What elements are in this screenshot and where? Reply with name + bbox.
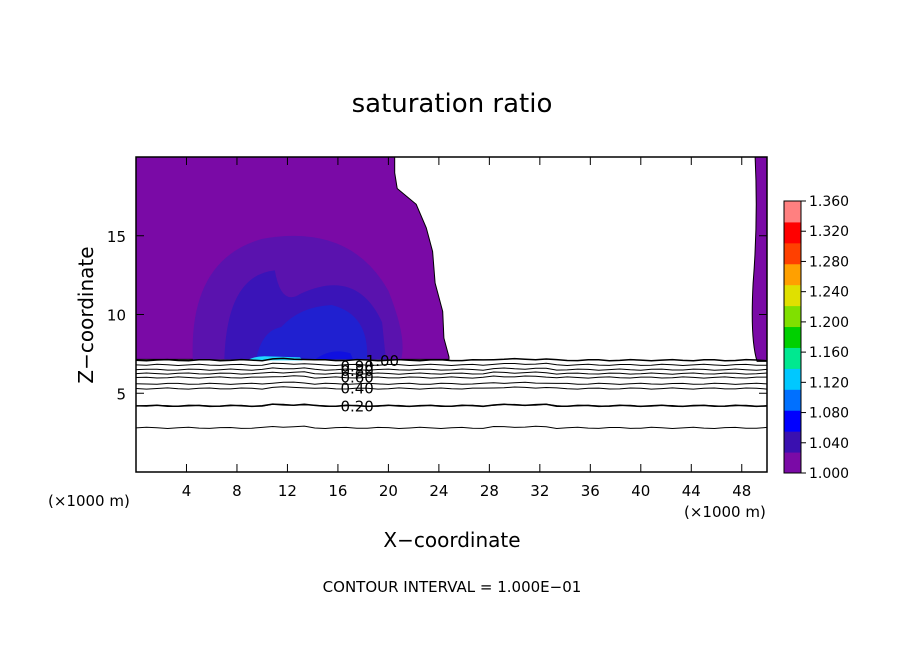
x-tick-label: 48 xyxy=(732,482,751,500)
contour-line xyxy=(135,371,768,375)
colorbar-segment xyxy=(784,347,801,369)
contour-line xyxy=(135,375,767,379)
contour-lines xyxy=(135,357,768,430)
colorbar-segment xyxy=(784,242,801,265)
contour-line xyxy=(135,357,768,362)
shading-level-5 xyxy=(315,351,354,360)
contour-label: 1.00 xyxy=(366,352,399,370)
colorbar-segment xyxy=(784,389,801,411)
x-tick-label: 44 xyxy=(682,482,701,500)
contour-line xyxy=(135,362,767,367)
plot-fill xyxy=(135,156,768,362)
x-tick-label: 12 xyxy=(278,482,297,500)
x-axis-label: X−coordinate xyxy=(383,528,520,552)
colorbar-frame xyxy=(783,200,802,474)
x-tick-label: 20 xyxy=(379,482,398,500)
colorbar-label: 1.040 xyxy=(809,436,849,452)
x-tick-label: 40 xyxy=(631,482,650,500)
contour-line xyxy=(135,381,768,385)
colorbar-segment xyxy=(784,305,801,328)
colorbar-label: 1.320 xyxy=(809,224,849,240)
y-tick-label: 10 xyxy=(107,307,126,325)
contour-line xyxy=(135,367,768,371)
contour-label: 0.80 xyxy=(340,362,373,380)
x-tick-label: 8 xyxy=(232,482,242,500)
contour-line xyxy=(135,403,768,408)
chart-title: saturation ratio xyxy=(352,89,553,119)
colorbar-labels: 1.360 1.320 1.280 1.240 1.200 1.160 1.120 1.080… xyxy=(801,194,849,482)
contour-label: 0.90 xyxy=(340,357,373,375)
colorbar-segment xyxy=(784,431,801,453)
supersaturated-strip-right xyxy=(751,156,768,362)
x-tick-label: 32 xyxy=(530,482,549,500)
x-tick-label: 16 xyxy=(328,482,347,500)
colorbar-segment xyxy=(784,284,801,307)
contour-interval-note: CONTOUR INTERVAL = 1.000E−01 xyxy=(323,578,582,596)
contour-line xyxy=(135,425,768,430)
x-tick-label: 4 xyxy=(182,482,192,500)
y-tick-label: 5 xyxy=(116,385,126,403)
y-tick-label: 15 xyxy=(107,228,126,246)
x-axis-ticks: 4 8 12 16 20 24 28 32 36 40 44 48 xyxy=(182,157,751,500)
colorbar-segment xyxy=(784,452,801,474)
colorbar-label: 1.120 xyxy=(809,375,849,391)
contour-labels: 1.000.900.800.600.400.20 xyxy=(340,352,399,416)
x-unit-right: (×1000 m) xyxy=(684,503,766,521)
colorbar-label: 1.080 xyxy=(809,406,849,422)
shading-level-4 xyxy=(255,305,368,360)
colorbar-label: 1.200 xyxy=(809,315,849,331)
y-axis-label: Z−coordinate xyxy=(74,246,98,383)
colorbar-label: 1.000 xyxy=(809,466,849,482)
colorbar-label: 1.240 xyxy=(809,285,849,301)
colorbar-segment xyxy=(784,368,801,390)
colorbar-segment xyxy=(784,326,801,348)
colorbar-segment xyxy=(784,410,801,432)
colorbar-label: 1.360 xyxy=(809,194,849,210)
x-unit-left: (×1000 m) xyxy=(48,492,130,510)
y-axis-ticks: 5 10 15 xyxy=(107,228,767,403)
colorbar-label: 1.280 xyxy=(809,254,849,270)
colorbar-segment xyxy=(784,201,801,223)
x-tick-label: 36 xyxy=(581,482,600,500)
colorbar xyxy=(783,200,802,474)
contour-label: 0.40 xyxy=(340,380,373,398)
x-tick-label: 24 xyxy=(429,482,448,500)
x-tick-label: 28 xyxy=(480,482,499,500)
colorbar-segment xyxy=(784,263,801,286)
contour-line xyxy=(135,386,768,390)
contour-label: 0.20 xyxy=(340,398,373,416)
colorbar-segment xyxy=(784,221,801,244)
colorbar-label: 1.160 xyxy=(809,345,849,361)
contour-label: 0.60 xyxy=(340,369,373,387)
